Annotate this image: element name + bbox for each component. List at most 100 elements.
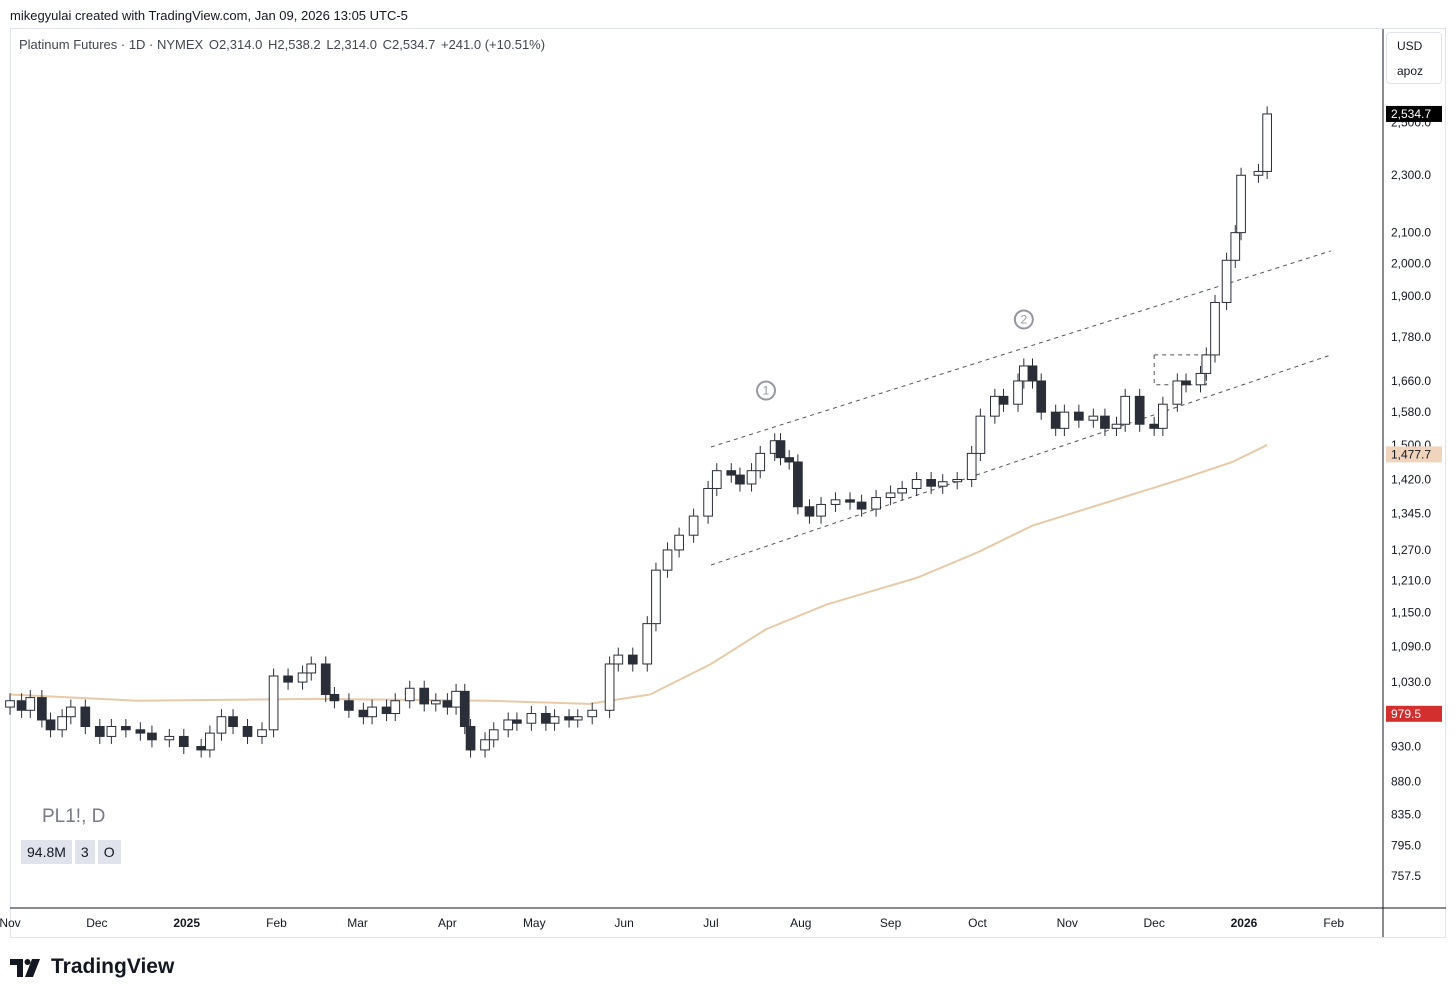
x-tick-label: Sep bbox=[880, 916, 902, 930]
price-tag-label: 2,534.7 bbox=[1391, 107, 1431, 121]
candle-body bbox=[674, 534, 684, 551]
candle-body bbox=[952, 479, 963, 483]
symbol-stats: 94.8M 3 O bbox=[21, 840, 121, 864]
x-tick-label: Jun bbox=[614, 916, 633, 930]
candle-body bbox=[45, 719, 56, 731]
candle-body bbox=[488, 729, 499, 741]
candle-body bbox=[1172, 380, 1183, 405]
y-tick-label: 1,900.0 bbox=[1391, 289, 1431, 303]
x-tick-label: Oct bbox=[968, 916, 987, 930]
candle-body bbox=[1050, 411, 1061, 429]
candle-body bbox=[16, 700, 27, 711]
candle-body bbox=[911, 479, 922, 489]
candle-body bbox=[966, 452, 977, 481]
candle-body bbox=[711, 470, 722, 489]
candle-body bbox=[283, 675, 293, 683]
candle-body bbox=[465, 725, 476, 751]
candle-body bbox=[613, 654, 624, 665]
price-tag-last bbox=[1386, 105, 1442, 122]
candle-body bbox=[651, 569, 661, 625]
y-tick-label: 2,300.0 bbox=[1391, 168, 1431, 182]
y-tick-label: 1,660.0 bbox=[1391, 374, 1431, 388]
candle-body bbox=[1210, 301, 1220, 356]
candle-body bbox=[998, 395, 1009, 405]
y-tick-label: 1,270.0 bbox=[1391, 543, 1431, 557]
candle-body bbox=[662, 549, 673, 571]
y-tick-label: 1,150.0 bbox=[1391, 606, 1431, 620]
wave-label: 2 bbox=[1020, 312, 1027, 326]
candle-body bbox=[975, 415, 986, 454]
candle-body bbox=[1074, 411, 1084, 421]
candle-body bbox=[1088, 415, 1099, 421]
candle-body bbox=[80, 706, 91, 727]
candle-body bbox=[587, 709, 598, 718]
candle-body bbox=[451, 690, 461, 708]
legend-open: O2,314.0 bbox=[208, 37, 263, 52]
candle-body bbox=[205, 732, 215, 751]
chart-author-header: mikegyulai created with TradingView.com,… bbox=[10, 8, 408, 23]
candle-body bbox=[297, 672, 308, 683]
candle-body bbox=[793, 461, 803, 508]
y-tick-label: 1,580.0 bbox=[1391, 405, 1431, 419]
wave-label: 1 bbox=[763, 384, 770, 398]
candle-body bbox=[1262, 113, 1272, 172]
candle-body bbox=[268, 675, 279, 731]
candle-body bbox=[526, 712, 537, 724]
x-tick-label: Dec bbox=[86, 916, 107, 930]
candle-body bbox=[257, 729, 267, 737]
candle-body bbox=[926, 479, 936, 487]
candle-body bbox=[1181, 380, 1191, 386]
candle-body bbox=[804, 506, 815, 517]
candle-body bbox=[1253, 170, 1264, 176]
x-tick-label: Aug bbox=[790, 916, 811, 930]
candle-body bbox=[572, 716, 583, 721]
candle-body bbox=[320, 663, 331, 695]
y-tick-label: 835.0 bbox=[1391, 808, 1421, 822]
candle-body bbox=[196, 746, 207, 751]
candle-body bbox=[1027, 365, 1038, 382]
candle-body bbox=[775, 440, 786, 459]
y-tick-label: 1,030.0 bbox=[1391, 675, 1431, 689]
candle-body bbox=[430, 700, 441, 705]
candle-body bbox=[1036, 380, 1047, 413]
x-tick-label: Nov bbox=[0, 916, 21, 930]
legend-change: +241.0 (+10.51%) bbox=[440, 37, 546, 52]
candle-body bbox=[178, 735, 189, 748]
candle-body bbox=[1018, 365, 1029, 382]
price-tag-low bbox=[1386, 705, 1442, 722]
stats-volume: 94.8M bbox=[21, 840, 72, 864]
candle-body bbox=[816, 503, 826, 517]
currency-unit-selector[interactable]: USD apoz bbox=[1386, 32, 1442, 84]
wave-label-circle bbox=[756, 380, 777, 401]
tradingview-logo[interactable]: TradingView bbox=[10, 955, 174, 979]
candle-body bbox=[746, 470, 757, 485]
x-tick-label: May bbox=[523, 916, 546, 930]
candle-body bbox=[106, 725, 117, 737]
candle-body bbox=[404, 687, 415, 702]
candle-body bbox=[367, 706, 377, 718]
candle-body bbox=[512, 719, 522, 724]
candle-body bbox=[1201, 354, 1212, 374]
x-tick-label: Apr bbox=[438, 916, 457, 930]
candle-body bbox=[937, 481, 948, 487]
candle-body bbox=[1120, 395, 1131, 425]
candle-body bbox=[442, 700, 453, 708]
candle-body bbox=[65, 706, 76, 718]
candle-body bbox=[604, 663, 615, 711]
x-tick-label: Jul bbox=[703, 916, 718, 930]
candle-body bbox=[1111, 423, 1122, 429]
candle-body bbox=[897, 487, 908, 494]
candle-body bbox=[845, 499, 855, 503]
trend-channel-line bbox=[710, 250, 1332, 448]
candle-body bbox=[549, 716, 560, 724]
x-tick-label: 2026 bbox=[1231, 916, 1258, 930]
stats-flag: O bbox=[97, 840, 121, 864]
symbol-watermark: PL1!, D bbox=[42, 806, 106, 827]
candle-body bbox=[1059, 411, 1070, 429]
candle-body bbox=[627, 654, 638, 665]
price-tag-label: 1,477.7 bbox=[1391, 447, 1431, 461]
candle-body bbox=[564, 716, 574, 721]
y-tick-label: 795.0 bbox=[1391, 838, 1421, 852]
candle-body bbox=[5, 700, 15, 708]
